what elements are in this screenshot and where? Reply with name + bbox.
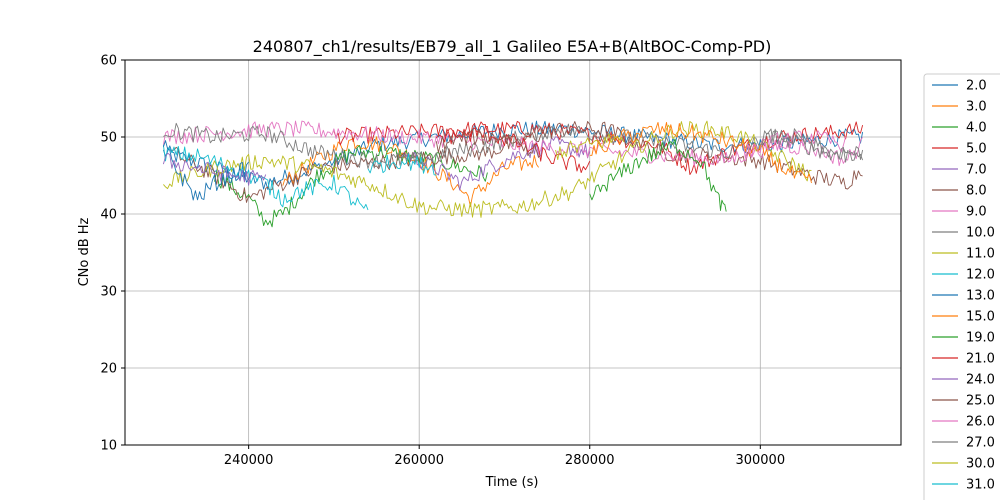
legend-item: 21.0	[932, 352, 995, 367]
legend-item: 5.0	[932, 142, 987, 157]
legend-label: 31.0	[966, 478, 995, 493]
x-tick-label: 280000	[565, 453, 615, 468]
series-line-25-0	[435, 128, 540, 158]
legend-label: 5.0	[966, 142, 987, 157]
legend-label: 7.0	[966, 163, 987, 178]
series-line-9-0	[162, 120, 863, 167]
series-line-19-0	[589, 138, 727, 212]
legend-label: 19.0	[966, 331, 995, 346]
series-line-30-0	[555, 133, 625, 161]
legend-item: 4.0	[932, 121, 987, 136]
y-tick-label: 60	[100, 54, 117, 69]
plot-area	[125, 60, 901, 445]
legend-label: 24.0	[966, 373, 995, 388]
legend-label: 15.0	[966, 310, 995, 325]
legend-item: 31.0	[932, 478, 995, 493]
legend-label: 26.0	[966, 415, 995, 430]
legend-item: 30.0	[932, 457, 995, 472]
series-layer	[162, 120, 864, 228]
legend-item: 15.0	[932, 310, 995, 325]
legend-item: 25.0	[932, 394, 995, 409]
series-line-10-0	[163, 122, 864, 169]
legend-item: 9.0	[932, 205, 987, 220]
legend-item: 13.0	[932, 289, 995, 304]
y-axis-label: CNo dB Hz	[77, 217, 92, 286]
series-line-24-0	[162, 152, 267, 186]
series-line-27-0	[760, 128, 864, 163]
legend: 2.0 3.0 4.0 5.0 7.0 8.0 9.0 10.0 11.0 12.0 13.0 15.…	[923, 73, 1000, 500]
legend-item: 27.0	[932, 436, 995, 451]
legend-label: 2.0	[966, 79, 987, 94]
legend-label: 3.0	[966, 100, 987, 115]
legend-label: 27.0	[966, 436, 995, 451]
legend-item: 8.0	[932, 184, 987, 199]
legend-label: 12.0	[966, 268, 995, 283]
legend-label: 4.0	[966, 121, 987, 136]
series-line-4-0	[214, 145, 488, 228]
y-axis: 10 20 30 40 50 60	[100, 54, 125, 454]
y-tick-label: 20	[100, 362, 117, 377]
series-line-7-0	[401, 136, 591, 191]
legend-item: 12.0	[932, 268, 995, 283]
series-line-13-0	[162, 140, 249, 201]
legend-item: 11.0	[932, 247, 995, 262]
legend-item: 24.0	[932, 373, 995, 388]
legend-label: 11.0	[966, 247, 995, 262]
plot-frame	[124, 59, 902, 446]
series-line-31-0	[367, 153, 437, 176]
y-tick-label: 10	[100, 439, 117, 454]
legend-label: 13.0	[966, 289, 995, 304]
y-tick-label: 50	[100, 131, 117, 146]
legend-item: 26.0	[932, 415, 995, 430]
legend-item: 3.0	[932, 100, 987, 115]
series-line-21-0	[435, 125, 591, 174]
legend-label: 9.0	[966, 205, 987, 220]
legend-label: 21.0	[966, 352, 995, 367]
series-line-8-0	[171, 121, 863, 203]
x-axis: 240000 260000 280000 300000	[224, 445, 785, 468]
legend-item: 7.0	[932, 163, 987, 178]
legend-label: 30.0	[966, 457, 995, 472]
series-line-12-0	[162, 145, 369, 211]
legend-label: 10.0	[966, 226, 995, 241]
x-axis-label: Time (s)	[485, 475, 539, 490]
x-tick-label: 300000	[735, 453, 785, 468]
legend-item: 19.0	[932, 331, 995, 346]
legend-label: 25.0	[966, 394, 995, 409]
series-line-15-0	[589, 121, 812, 184]
y-tick-label: 30	[100, 285, 117, 300]
legend-frame	[923, 73, 1000, 500]
legend-item: 10.0	[932, 226, 995, 241]
y-tick-label: 40	[100, 208, 117, 223]
x-tick-label: 240000	[224, 453, 274, 468]
legend-item: 2.0	[932, 79, 987, 94]
legend-label: 8.0	[966, 184, 987, 199]
chart-title: 240807_ch1/results/EB79_all_1 Galileo E5…	[253, 37, 772, 57]
x-tick-label: 260000	[394, 453, 444, 468]
series-line-11-0	[163, 120, 812, 218]
